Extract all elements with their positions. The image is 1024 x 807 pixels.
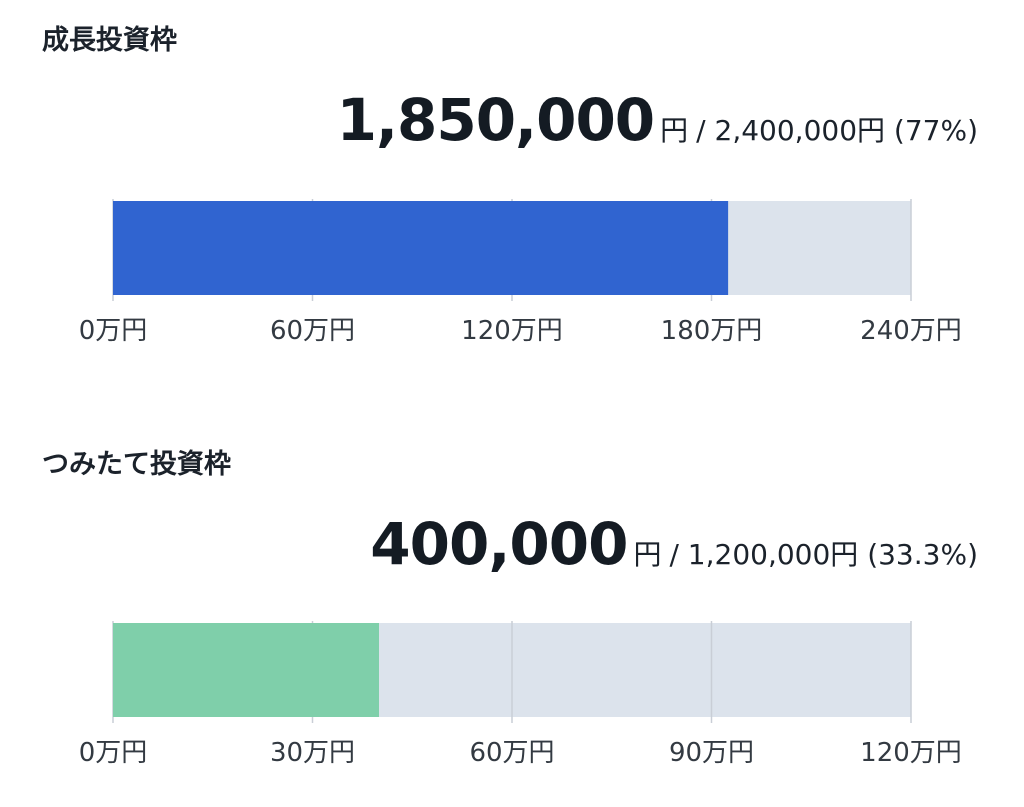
growth-amount-unit: 円 <box>660 114 689 147</box>
growth-tick-label: 60万円 <box>270 316 355 346</box>
growth-amount: 1,850,000 <box>336 86 656 154</box>
growth-section: 成長投資枠 1,850,000 円 / 2,400,000円 (77%) 0万円… <box>0 0 1024 400</box>
tsumitate-amount-line: 400,000 円 / 1,200,000円 (33.3%) <box>370 510 978 578</box>
tsumitate-amount-limit: / 1,200,000円 (33.3%) <box>669 538 978 571</box>
tsumitate-tick-label: 60万円 <box>469 738 554 768</box>
growth-bar-chart: 0万円 60万円 120万円 180万円 240万円 <box>79 199 962 346</box>
tsumitate-tick-label: 120万円 <box>860 738 962 768</box>
tsumitate-amount: 400,000 <box>370 510 628 578</box>
growth-tick-label: 120万円 <box>461 316 563 346</box>
growth-tick-label: 240万円 <box>860 316 962 346</box>
growth-bar-value <box>113 201 729 295</box>
tsumitate-section: つみたて投資枠 400,000 円 / 1,200,000円 (33.3%) 0… <box>0 420 1024 807</box>
tsumitate-bar-value <box>113 623 379 717</box>
tsumitate-tick-label: 0万円 <box>79 738 148 768</box>
growth-title: 成長投資枠 <box>42 25 177 56</box>
growth-amount-line: 1,850,000 円 / 2,400,000円 (77%) <box>337 86 978 154</box>
tsumitate-amount-unit: 円 <box>633 538 662 571</box>
growth-amount-limit: / 2,400,000円 (77%) <box>696 114 978 147</box>
tsumitate-title: つみたて投資枠 <box>42 449 231 480</box>
tsumitate-tick-label: 90万円 <box>669 738 754 768</box>
growth-tick-label: 180万円 <box>661 316 763 346</box>
tsumitate-bar-chart: 0万円 30万円 60万円 90万円 120万円 <box>79 621 962 768</box>
growth-tick-label: 0万円 <box>79 316 148 346</box>
tsumitate-tick-label: 30万円 <box>270 738 355 768</box>
